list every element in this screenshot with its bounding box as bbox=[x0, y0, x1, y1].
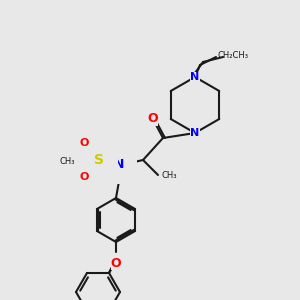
Text: CH₃: CH₃ bbox=[161, 172, 176, 181]
Text: CH₃: CH₃ bbox=[59, 158, 75, 166]
Text: CH₂CH₃: CH₂CH₃ bbox=[218, 50, 249, 59]
Text: S: S bbox=[94, 153, 104, 167]
Text: N: N bbox=[114, 158, 124, 172]
Text: N: N bbox=[190, 128, 200, 138]
Text: O: O bbox=[79, 138, 89, 148]
Text: O: O bbox=[111, 257, 121, 270]
Text: O: O bbox=[148, 112, 158, 125]
Text: N: N bbox=[190, 72, 200, 82]
Text: O: O bbox=[79, 172, 89, 182]
